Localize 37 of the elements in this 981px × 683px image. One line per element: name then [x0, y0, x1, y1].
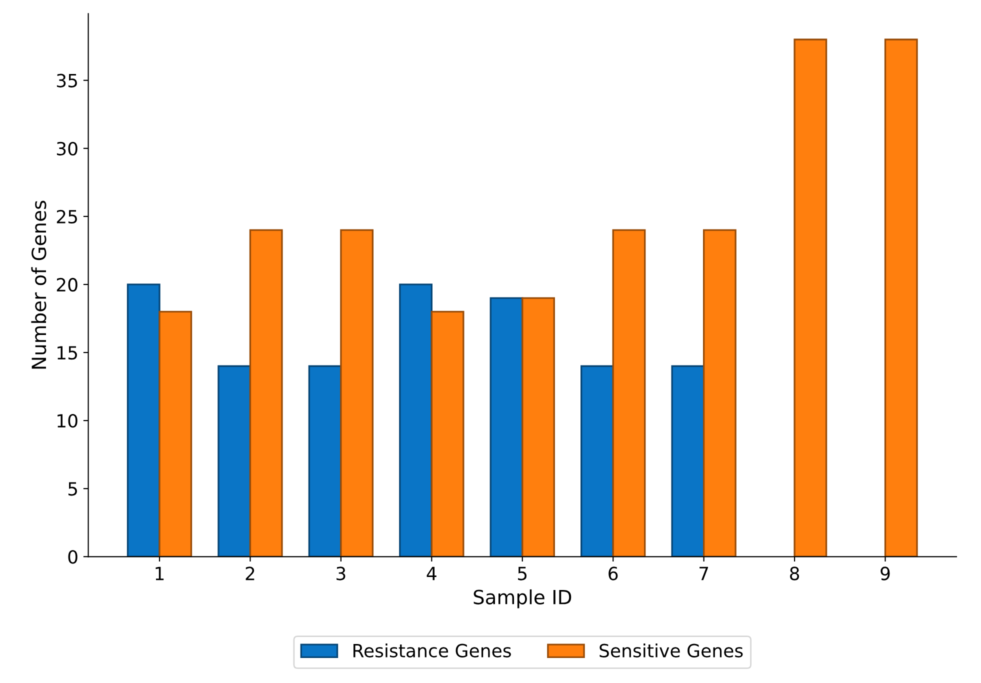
y-tick-label: 30 [56, 142, 78, 156]
x-tick-label: 1 [156, 566, 164, 580]
bar [490, 297, 524, 557]
legend-label: Sensitive Genes [600, 643, 743, 658]
bar [580, 365, 614, 557]
y-tick-label: 10 [58, 414, 78, 428]
x-axis-title: Sample ID [474, 589, 572, 608]
x-tick-label: 3 [336, 566, 346, 580]
bar [884, 38, 918, 557]
x-tick-label: 7 [700, 566, 708, 580]
bar [308, 365, 342, 557]
x-tick-label: 2 [246, 566, 254, 580]
legend-label: Resistance Genes [353, 643, 511, 658]
x-tick-label: 6 [608, 566, 618, 580]
y-axis-title: Number of Genes [31, 200, 46, 369]
x-tick-label: 5 [518, 566, 527, 580]
y-tick-label: 25 [56, 210, 77, 224]
bar [612, 229, 646, 557]
bar [249, 229, 283, 557]
bar [794, 38, 828, 557]
bar [158, 310, 192, 557]
bar [702, 229, 736, 557]
bar [399, 284, 432, 557]
bar [430, 310, 464, 557]
y-tick-label: 0 [68, 550, 78, 564]
y-tick-label: 20 [56, 278, 78, 292]
y-tick-label: 5 [68, 482, 77, 496]
x-tick-label: 9 [880, 566, 890, 580]
bar [522, 297, 555, 557]
bar [126, 284, 160, 557]
x-tick-label: 8 [790, 566, 800, 580]
bar [671, 365, 705, 557]
x-tick-label: 4 [426, 566, 436, 580]
bar [340, 229, 374, 557]
bar [218, 365, 252, 557]
y-tick-label: 15 [58, 346, 77, 360]
y-tick-label: 35 [56, 74, 77, 88]
